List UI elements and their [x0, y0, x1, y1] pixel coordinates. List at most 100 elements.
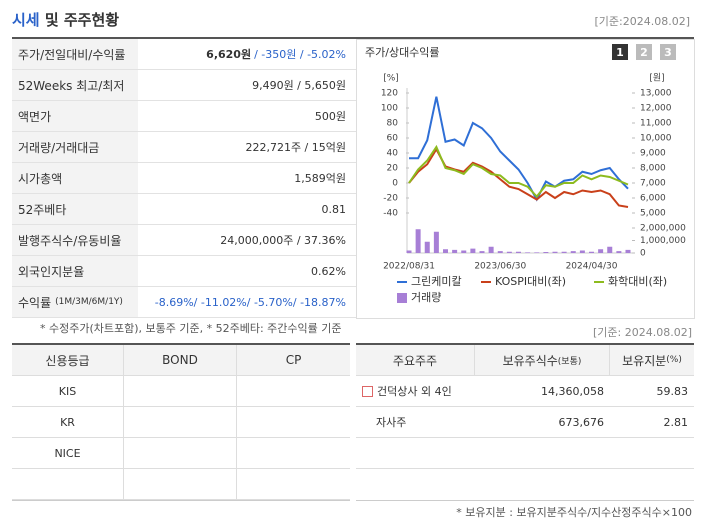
volume-bar [506, 251, 512, 253]
empty-cell [237, 407, 350, 438]
header-note: (보통) [557, 356, 582, 367]
section-title: 시세 및 주주현황 [12, 9, 119, 30]
volume-bar [433, 231, 439, 253]
empty-cell [610, 438, 694, 469]
x-tick-label: 2024/04/30 [566, 262, 618, 272]
holder-cell: 자사주 [356, 407, 475, 438]
volume-bar [415, 229, 421, 253]
empty-cell [124, 407, 237, 438]
header-cell: 보유지분 (%) [610, 345, 694, 376]
empty-cell [124, 469, 237, 500]
y-tick-label: 80 [387, 119, 399, 129]
volume-tick-label: 0 [640, 249, 646, 259]
cell-text: 자사주 [376, 416, 407, 429]
cell-text: 59.83 [656, 384, 689, 398]
holder-cell: 14,360,058 [475, 376, 610, 407]
label-note: (1M/3M/6M/1Y) [55, 297, 123, 307]
line [408, 144, 629, 199]
header-cell: CP [237, 345, 350, 376]
row-label: 거래량/거래대금 [12, 132, 138, 163]
volume-bar [452, 249, 458, 253]
agency-cell: NICE [12, 438, 124, 469]
volume-bar [497, 251, 503, 253]
volume-bar [598, 249, 604, 253]
volume-bar [488, 246, 494, 253]
y-tick-label: 100 [381, 104, 398, 114]
empty-cell [237, 469, 350, 500]
volume-bar [616, 251, 622, 253]
value: 24,000,000주 / 37.36% [220, 234, 346, 247]
label: 52주베타 [18, 202, 67, 217]
rule [356, 500, 694, 501]
header-text: 보유지분 [622, 353, 667, 368]
y2-tick-label: 7,000 [640, 179, 666, 189]
holder-cell: 673,676 [475, 407, 610, 438]
y2-tick-label: 11,000 [640, 119, 672, 129]
volume-bar [516, 251, 521, 253]
value: 9,490원 / 5,650원 [252, 79, 346, 92]
expand-icon[interactable] [362, 385, 373, 397]
row-label: 시가총액 [12, 163, 138, 194]
empty-cell [237, 438, 350, 469]
value-strong: 6,620원 [206, 48, 252, 61]
volume-tick-label: 2,000,000 [640, 224, 686, 234]
label: 발행주식수/유동비율 [18, 233, 122, 248]
holder-cell: 2.81 [610, 407, 694, 438]
header-text: 주요주주 [392, 353, 438, 368]
x-tick-label: 2022/08/31 [383, 262, 435, 272]
x-tick-label: 2023/06/30 [474, 262, 526, 272]
row-value: 1,589억원 [138, 163, 356, 194]
volume-bar [561, 251, 567, 253]
page-button[interactable] [660, 44, 676, 60]
agency-cell: KIS [12, 376, 124, 407]
page-button-label: 1 [616, 46, 624, 59]
holder-cell: 건덕상사 외 4인 [356, 376, 475, 407]
row-value: 222,721주 / 15억원 [138, 132, 356, 163]
cell-text: 673,676 [558, 415, 605, 429]
header-cell: 신용등급 [12, 345, 124, 376]
line [409, 96, 629, 202]
row-label: 발행주식수/유동비율 [12, 225, 138, 256]
row-value: 500원 [138, 101, 356, 132]
date: [기준: 2024.08.02] [592, 326, 692, 339]
volume-bar [552, 251, 558, 253]
value: 1,589억원 [294, 172, 346, 185]
value: 500원 [314, 110, 346, 123]
label: 시가총액 [18, 171, 63, 186]
volume-bar [625, 249, 631, 253]
y-tick-label: 40 [387, 149, 399, 159]
value: -8.69%/ -11.02%/ -5.70%/ -18.87% [154, 295, 346, 309]
y-tick-label: 120 [381, 89, 398, 99]
cell-text: 건덕상사 외 4인 [377, 385, 452, 398]
page-button-label: 3 [664, 46, 672, 59]
chart-panel [356, 39, 695, 319]
label: 외국인지분율 [18, 264, 85, 279]
y2-tick-label: 12,000 [640, 104, 672, 114]
y2-tick-label: 9,000 [640, 149, 666, 159]
legend-label: 거래량 [411, 291, 441, 304]
page-button[interactable] [636, 44, 652, 60]
volume-bar [470, 248, 476, 253]
y-unit: [%] [383, 74, 399, 84]
volume-bar [570, 251, 576, 253]
cell-text: 14,360,058 [541, 384, 604, 398]
volume-bar [525, 252, 531, 253]
row-value: 24,000,000주 / 37.36% [138, 225, 356, 256]
row-value: 0.81 [138, 194, 356, 225]
empty-cell [124, 438, 237, 469]
label: 액면가 [18, 109, 52, 124]
empty-cell [356, 469, 475, 500]
empty-cell [610, 469, 694, 500]
footnote: * 보유지분 : 보유지분주식수/지수산정주식수×100 [456, 506, 692, 519]
legend-label: 화학대비(좌) [608, 275, 667, 288]
volume-bar [443, 249, 448, 253]
y2-tick-label: 13,000 [640, 89, 672, 99]
holder-cell: 59.83 [610, 376, 694, 407]
page-button[interactable] [612, 44, 628, 60]
row-label: 주가/전일대비/수익률 [12, 39, 138, 70]
row-value: -8.69%/ -11.02%/ -5.70%/ -18.87% [138, 287, 356, 318]
volume-tick-label: 1,000,000 [640, 236, 686, 246]
legend-label: 그린케미칼 [411, 275, 462, 288]
label: 거래량/거래대금 [18, 140, 100, 155]
value: 0.62% [311, 264, 346, 278]
